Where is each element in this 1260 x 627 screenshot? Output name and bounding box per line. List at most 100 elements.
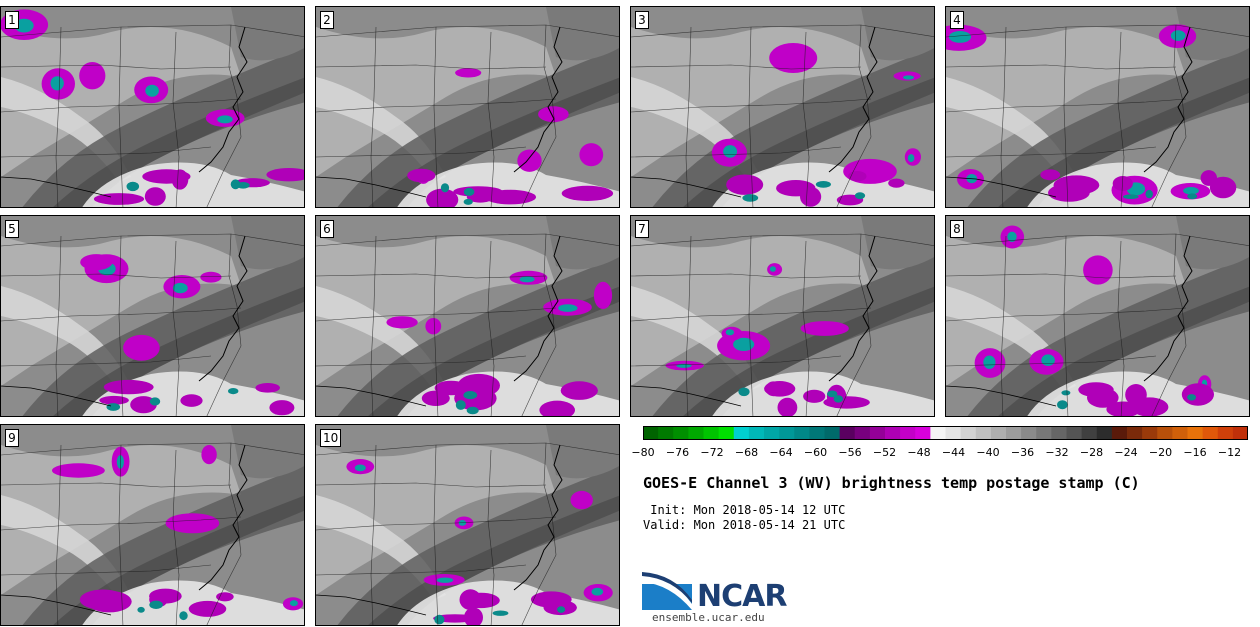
boundary-line <box>1117 240 1125 416</box>
boundary-line <box>55 444 62 625</box>
southern-core <box>833 395 843 403</box>
boundary-line <box>631 355 842 367</box>
coastline <box>513 235 563 382</box>
southern-convection <box>103 379 154 395</box>
dry-core <box>998 77 1249 207</box>
southern-convection <box>1112 176 1133 191</box>
member-panel-10: 10 <box>315 424 620 626</box>
deep-convection-core <box>591 587 604 596</box>
deep-convection-core <box>1183 187 1199 195</box>
boundary-line <box>433 444 439 625</box>
colorbar-tick-label: −36 <box>1010 446 1035 459</box>
southern-convection <box>803 389 826 403</box>
colorbar-swatch <box>1157 426 1173 440</box>
colorbar-swatch <box>703 426 720 440</box>
colorbar-tick-label: −72 <box>700 446 724 459</box>
southern-convection <box>269 400 295 416</box>
gulf-coastline <box>1 385 112 407</box>
southern-convection <box>1040 169 1061 181</box>
deep-convection-core <box>723 145 738 158</box>
dry-core <box>998 286 1249 416</box>
boundary-line <box>1063 235 1069 416</box>
colorbar-swatch <box>1006 426 1022 440</box>
boundary-line <box>55 26 62 207</box>
southern-convection <box>180 394 203 407</box>
southern-convection <box>823 396 870 409</box>
gulf-coastline <box>1 594 112 616</box>
southern-core <box>149 397 161 406</box>
southern-core <box>463 198 473 205</box>
colorbar-frame <box>643 426 1248 440</box>
southern-core <box>149 600 163 609</box>
colorbar-tick-label: −52 <box>872 446 897 459</box>
member-label: 10 <box>320 429 342 447</box>
colorbar-tick-label: −64 <box>769 446 793 459</box>
southern-convection <box>800 186 822 207</box>
coastline <box>513 444 563 591</box>
boundary-line <box>487 449 495 625</box>
boundary-line <box>685 235 692 416</box>
member-panel-7: 7 <box>630 215 935 417</box>
member-label: 8 <box>950 220 964 238</box>
deep-convection-core <box>145 84 159 97</box>
ocean-field <box>231 216 304 270</box>
boundary-line <box>370 444 377 625</box>
site-link[interactable]: ensemble.ucar.edu <box>652 611 765 624</box>
deep-convection-core <box>1170 30 1186 41</box>
colorbar-swatch <box>733 426 750 440</box>
gulf-coastline <box>316 385 427 407</box>
boundary-line <box>521 24 557 207</box>
member-panel-1: 1 <box>0 6 305 208</box>
colorbar-tick-label: −80 <box>631 446 655 459</box>
colorbar-swatch <box>869 426 886 440</box>
southern-core <box>137 606 145 613</box>
boundary-line <box>316 355 527 367</box>
southern-core <box>455 400 466 410</box>
member-label: 6 <box>320 220 334 238</box>
dry-slot <box>22 256 304 416</box>
colorbar-swatch <box>718 426 735 440</box>
gulf-coastline <box>946 176 1057 198</box>
dry-slot <box>22 465 304 625</box>
southern-convection <box>539 400 575 416</box>
southern-convection <box>561 185 614 201</box>
deep-convection-core <box>725 329 735 336</box>
member-panel-4: 4 <box>945 6 1250 208</box>
dry-slot <box>967 47 1249 207</box>
dry-core <box>368 286 619 416</box>
boundary-line <box>946 146 1157 158</box>
colorbar-tick-label: −68 <box>734 446 759 459</box>
boundary-line <box>1063 26 1069 207</box>
colorbar-tick-label: −48 <box>907 446 931 459</box>
southern-convection <box>144 187 166 206</box>
southern-core <box>1145 189 1153 199</box>
colorbar-swatch <box>1021 426 1037 440</box>
dry-core <box>683 286 934 416</box>
boundary-line <box>946 273 1177 279</box>
ocean-field <box>546 216 619 270</box>
member-label: 7 <box>635 220 649 238</box>
init-time: Init: Mon 2018-05-14 12 UTC <box>643 503 846 517</box>
cold-cloud-blob <box>593 281 613 310</box>
boundary-line <box>1 516 242 531</box>
colorbar-tick-label: −20 <box>1148 446 1173 459</box>
boundary-line <box>1000 235 1007 416</box>
boundary-line <box>316 146 527 158</box>
colorbar-swatch <box>1096 426 1113 440</box>
deep-convection-core <box>50 76 64 91</box>
cold-cloud-blob <box>123 334 160 361</box>
moist-region <box>316 236 556 386</box>
boundary-line <box>521 442 557 625</box>
colorbar-swatch <box>930 426 947 440</box>
ocean-field <box>546 425 619 479</box>
southern-convection <box>462 592 500 609</box>
dry-slot <box>337 465 619 625</box>
southern-core <box>463 391 478 400</box>
gulf-coastline <box>946 385 1057 407</box>
colorbar-swatch <box>1111 426 1128 440</box>
colorbar-swatch <box>1217 426 1234 440</box>
member-label: 2 <box>320 11 334 29</box>
boundary-line <box>1151 233 1187 416</box>
boundary-line <box>631 146 842 158</box>
boundary-line <box>1 355 212 367</box>
